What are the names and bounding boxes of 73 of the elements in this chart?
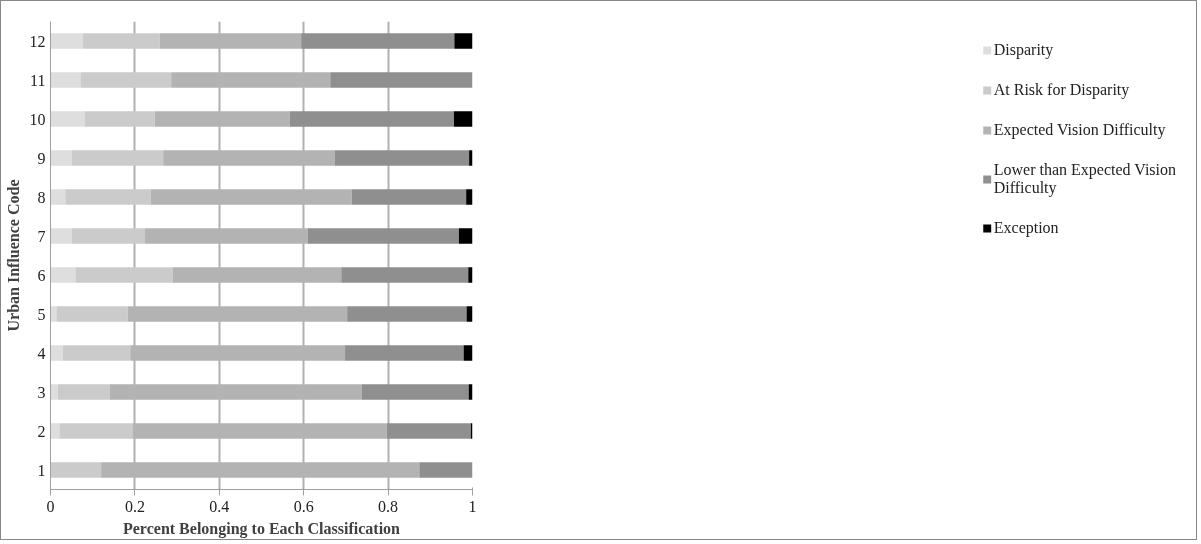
legend-label: Lower than Expected Vision Difficulty (993, 161, 1176, 197)
bar (469, 150, 473, 166)
bar (351, 189, 467, 205)
x-tick-label: 0.4 (209, 497, 230, 515)
bar (71, 150, 164, 166)
bar (154, 111, 290, 127)
bar (72, 228, 146, 244)
x-tick-label: 1 (468, 497, 477, 515)
bar (50, 111, 85, 127)
bar (159, 33, 302, 49)
bar (386, 423, 471, 439)
x-tick-label: 0 (46, 497, 55, 515)
bar (50, 345, 63, 361)
bar (65, 189, 151, 205)
bar (50, 33, 83, 49)
bar (468, 267, 473, 283)
bar (345, 345, 464, 361)
bar (163, 150, 335, 166)
y-tick-label: 4 (37, 344, 46, 362)
bar (453, 111, 473, 127)
bar (75, 267, 173, 283)
bar (80, 72, 172, 88)
y-tick-label: 1 (37, 461, 46, 479)
bar (150, 189, 352, 205)
bar (50, 72, 81, 88)
bar (57, 384, 110, 400)
bar (50, 423, 60, 439)
bar (50, 228, 73, 244)
bar (50, 189, 66, 205)
bar (341, 267, 469, 283)
y-tick-label: 12 (29, 32, 46, 50)
legend-label: Exception (993, 219, 1059, 237)
bar (347, 306, 467, 322)
bar (334, 150, 470, 166)
bar (84, 111, 155, 127)
y-tick-label: 3 (37, 383, 46, 401)
y-tick-label: 5 (37, 305, 46, 323)
bar (419, 462, 473, 478)
y-tick-label: 11 (30, 71, 46, 89)
bar (56, 306, 128, 322)
bar (50, 384, 58, 400)
x-tick-label: 0.2 (124, 497, 145, 515)
y-tick-label: 6 (37, 266, 46, 284)
legend-label: Disparity (993, 41, 1054, 59)
bar (50, 150, 72, 166)
bar (172, 267, 342, 283)
y-tick-label: 10 (29, 110, 46, 128)
y-tick-label: 8 (37, 188, 46, 206)
x-axis-title: Percent Belonging to Each Classification (122, 519, 401, 538)
bar (459, 228, 473, 244)
bar (50, 267, 76, 283)
legend-label: At Risk for Disparity (993, 81, 1130, 99)
y-axis-title: Urban Influence Code (4, 179, 22, 332)
bar (463, 345, 473, 361)
bar (289, 111, 454, 127)
bar (62, 345, 131, 361)
bar (307, 228, 459, 244)
bar (330, 72, 473, 88)
x-tick-label: 0.8 (378, 497, 399, 515)
bar (145, 228, 308, 244)
y-tick-label: 7 (37, 227, 46, 245)
bar (361, 384, 469, 400)
bar (301, 33, 455, 49)
bar (82, 33, 160, 49)
bar (171, 72, 331, 88)
x-tick-label: 0.6 (293, 497, 314, 515)
bar (466, 189, 473, 205)
bar (50, 462, 102, 478)
bar (59, 423, 133, 439)
bar (454, 33, 473, 49)
y-tick-label: 9 (37, 149, 46, 167)
legend-label: Expected Vision Difficulty (993, 121, 1166, 139)
y-tick-label: 2 (37, 422, 46, 440)
